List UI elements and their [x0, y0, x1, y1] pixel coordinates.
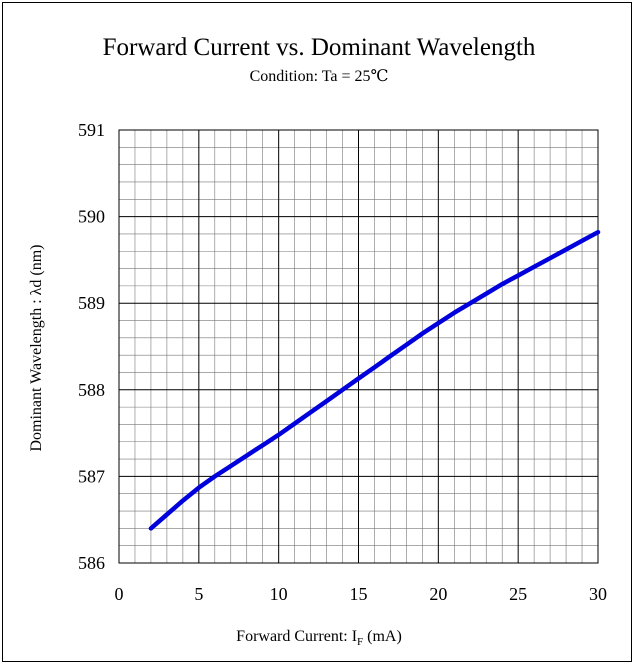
y-axis-label: Dominant Wavelength : λd (nm)	[28, 244, 45, 451]
x-axis-label-main: Forward Current: I	[236, 628, 357, 645]
y-tick-label: 590	[78, 207, 105, 227]
y-tick-label: 589	[78, 293, 105, 313]
x-axis-label-unit: (mA)	[363, 628, 402, 645]
x-tick-label: 5	[194, 584, 203, 604]
x-axis-label-subscript: F	[357, 636, 363, 648]
series-layer	[148, 229, 601, 531]
y-tick-label: 587	[78, 466, 105, 486]
x-axis-label: Forward Current: IF (mA)	[236, 628, 402, 648]
x-tick-label: 30	[589, 584, 607, 604]
chart-title: Forward Current vs. Dominant Wavelength	[103, 34, 536, 61]
x-tick-label: 10	[270, 584, 288, 604]
x-tick-label: 15	[350, 584, 368, 604]
x-tick-label: 0	[115, 584, 124, 604]
x-tick-label: 20	[429, 584, 447, 604]
y-tick-label: 586	[78, 553, 105, 573]
chart-subtitle: Condition: Ta = 25℃	[250, 68, 389, 85]
chart-canvas: Forward Current vs. Dominant Wavelength …	[28, 34, 608, 648]
plot-area	[118, 129, 599, 564]
y-tick-label: 591	[78, 120, 105, 140]
major-grid	[118, 129, 599, 564]
x-tick-labels: 0 5 10 15 20 25 30	[115, 584, 608, 604]
y-tick-label: 588	[78, 380, 105, 400]
x-tick-label: 25	[509, 584, 527, 604]
series-line	[148, 229, 601, 531]
y-tick-labels: 586 587 588 589 590 591	[78, 120, 105, 573]
